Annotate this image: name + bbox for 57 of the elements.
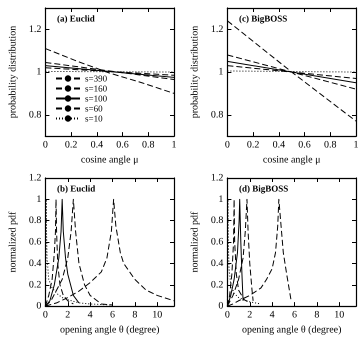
x-axis-title: cosine angle μ [80,154,138,166]
y-tick-label: 1 [36,194,42,205]
y-tick-label: 0.4 [28,258,42,269]
x-tick-label: 6 [292,310,297,321]
legend-label: s=100 [85,94,108,104]
y-tick-label: 1 [36,66,42,78]
x-tick-label: 0.4 [90,140,104,151]
y-tick-label: 1.2 [210,24,224,35]
y-tick-label: 0.8 [28,215,42,226]
y-tick-label: 0.4 [210,258,224,269]
x-tick-label: 0.8 [324,140,337,151]
x-tick-label: 10 [334,310,344,321]
y-tick-label: 1.2 [28,24,42,35]
y-axis-title: probability distribution [190,26,200,118]
x-tick-label: 0.4 [272,140,286,151]
legend-label: s=10 [85,114,104,124]
y-tick-label: 0.2 [28,279,42,290]
y-tick-label: 1.2 [28,172,42,184]
x-tick-label: 8 [132,310,138,321]
legend-label: s=160 [85,84,108,94]
x-tick-label: 0.2 [246,140,260,151]
y-tick-label: 1 [218,66,224,78]
x-axis-title: opening angle θ (degree) [242,324,342,336]
x-tick-label: 1 [172,140,176,151]
text: (c) BigBOSS [239,14,288,24]
x-axis-title: opening angle θ (degree) [60,324,160,336]
x-axis-title: cosine angle μ [262,154,320,166]
text: (d) BigBOSS [239,184,288,194]
y-tick-label: 0.2 [210,279,224,290]
x-tick-label: 2 [65,310,70,321]
y-tick-label: 0.8 [28,109,42,120]
y-tick-label: 0 [36,300,42,312]
y-tick-label: 0.8 [210,109,224,120]
y-tick-label: 0.6 [28,236,42,248]
y-axis-title: probability distribution [8,26,18,118]
y-tick-label: 0.6 [210,236,224,248]
x-tick-label: 0.6 [298,140,311,151]
x-tick-label: 10 [152,310,162,321]
y-tick-label: 1.2 [210,172,224,184]
y-axis-title: normalized pdf [8,210,18,272]
y-axis-title: normalized pdf [190,210,200,272]
y-tick-label: 1 [218,194,224,205]
y-tick-label: 0 [218,300,224,312]
x-tick-label: 1 [354,140,358,151]
text: (a) Euclid [57,14,95,24]
y-tick-label: 0.8 [210,215,224,226]
x-tick-label: 0.2 [64,140,78,151]
x-tick-label: 4 [270,310,275,321]
x-tick-label: 0.8 [142,140,155,151]
x-tick-label: 8 [314,310,320,321]
legend-label: s=390 [85,74,108,84]
text: (b) Euclid [57,184,96,194]
x-tick-label: 0.6 [116,140,129,151]
x-tick-label: 4 [88,310,93,321]
x-tick-label: 6 [110,310,115,321]
legend-label: s=60 [85,104,104,114]
x-tick-label: 2 [247,310,252,321]
